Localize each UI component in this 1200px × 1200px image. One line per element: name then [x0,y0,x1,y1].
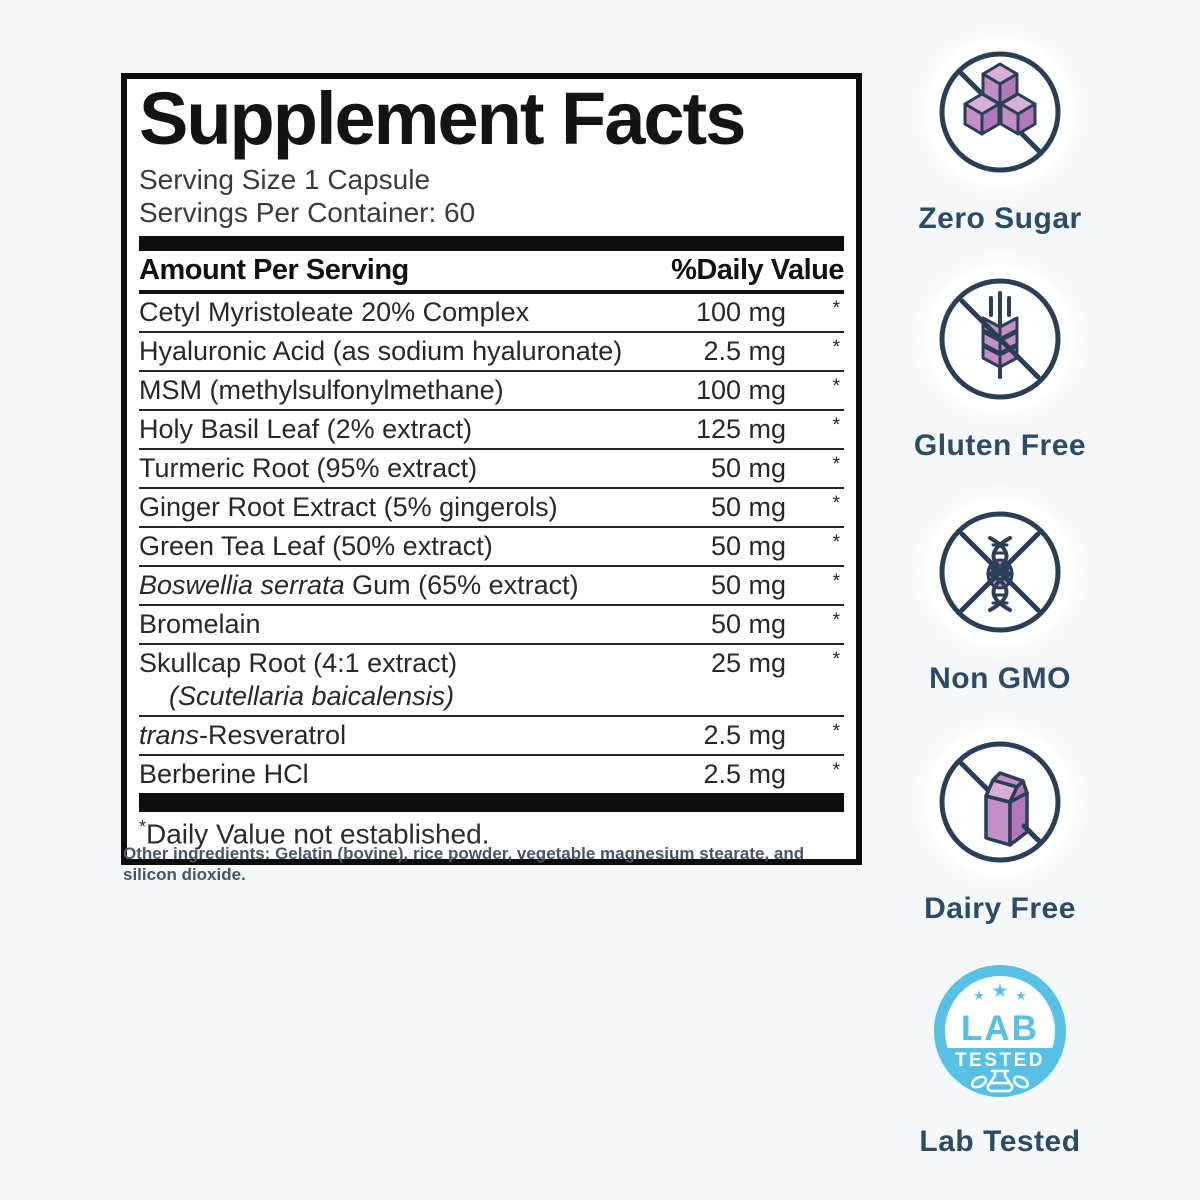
svg-text:LAB: LAB [961,1009,1039,1048]
daily-value-footnote: *Daily Value not established. [139,812,844,852]
servings-per-container: Servings Per Container: 60 [139,197,476,229]
row-name: Cetyl Myristoleate 20% Complex [139,297,530,328]
table-row: Bromelain 50 mg * [139,606,844,646]
badge-lab-tested: ★ ★ ★ LAB TESTED Lab Tested [905,963,1095,1159]
other-ingredients-text: Other ingredients: Gelatin (bovine), ric… [123,844,805,884]
serving-size: Serving Size 1 Capsule [139,164,431,196]
table-row: Boswellia serrata Gum (65% extract) 50 m… [139,567,844,607]
row-dv: * [832,493,840,515]
badge-zero-sugar: Zero Sugar [905,48,1095,236]
badge-gluten-free: Gluten Free [905,275,1095,463]
badge-label-non-gmo: Non GMO [929,662,1071,695]
badge-label-lab-tested: Lab Tested [919,1125,1081,1158]
panel-title: Supplement Facts [139,77,746,160]
table-row: Hyaluronic Acid (as sodium hyaluronate) … [139,333,844,373]
header-amount-per-serving: Amount Per Serving [139,254,409,287]
table-row: Green Tea Leaf (50% extract) 50 mg * [139,528,844,568]
row-amount: 100 mg [695,297,786,328]
svg-text:TESTED: TESTED [955,1050,1045,1071]
row-name: Bromelain [139,609,261,640]
table-row: Ginger Root Extract (5% gingerols) 50 mg… [139,489,844,529]
row-dv: * [832,571,840,593]
badge-label-gluten-free: Gluten Free [913,429,1087,462]
lab-tested-seal-icon: ★ ★ ★ LAB TESTED [932,963,1068,1099]
row-amount: 50 mg [710,570,786,601]
row-amount: 50 mg [710,453,786,484]
row-amount: 2.5 mg [703,759,786,790]
table-row: MSM (methylsulfonylmethane) 100 mg * [139,372,844,412]
table-row: Berberine HCl 2.5 mg * [139,756,844,793]
footnote-text: Daily Value not established. [146,818,490,850]
row-dv: * [832,376,840,398]
badge-non-gmo: Non GMO [905,508,1095,696]
row-amount: 50 mg [710,609,786,640]
serving-block: Serving Size 1 Capsule Servings Per Cont… [139,163,844,229]
table-row: Cetyl Myristoleate 20% Complex 100 mg * [139,294,844,334]
table-row: trans-Resveratrol 2.5 mg * [139,717,844,757]
row-name: Ginger Root Extract (5% gingerols) [139,492,558,523]
row-name: Berberine HCl [139,759,309,790]
row-amount: 25 mg [710,648,786,679]
header-daily-value: %Daily Value [671,254,844,287]
row-dv: * [832,721,840,743]
wheat-icon [936,275,1064,403]
row-dv: * [832,649,840,671]
dna-icon [936,508,1064,636]
row-dv: * [832,532,840,554]
row-amount: 2.5 mg [703,720,786,751]
row-name: Boswellia serrata Gum (65% extract) [139,570,579,601]
row-name: trans-Resveratrol [139,720,347,751]
row-amount: 50 mg [710,531,786,562]
supplement-facts-panel: Supplement Facts Serving Size 1 Capsule … [121,73,862,865]
svg-text:★: ★ [973,989,985,1004]
divider-bar-bottom [139,793,844,813]
row-dv: * [832,337,840,359]
row-amount: 100 mg [695,375,786,406]
row-dv: * [832,415,840,437]
row-dv: * [832,610,840,632]
row-dv: * [832,298,840,320]
sugar-cubes-icon [936,48,1064,176]
svg-text:★: ★ [991,980,1008,1002]
row-name: Green Tea Leaf (50% extract) [139,531,493,562]
row-amount: 2.5 mg [703,336,786,367]
table-row: Turmeric Root (95% extract) 50 mg * [139,450,844,490]
row-name: Hyaluronic Acid (as sodium hyaluronate) [139,336,623,367]
row-name: Turmeric Root (95% extract) [139,453,478,484]
badge-label-zero-sugar: Zero Sugar [918,202,1082,235]
row-dv: * [832,760,840,782]
row-name: MSM (methylsulfonylmethane) [139,375,504,406]
divider-bar-top [139,236,844,252]
row-name: Holy Basil Leaf (2% extract) [139,414,473,445]
svg-text:★: ★ [1015,989,1027,1004]
row-name: Skullcap Root (4:1 extract) (Scutellaria … [139,647,658,713]
row-amount: 125 mg [695,414,786,445]
badge-dairy-free: Dairy Free [905,738,1095,926]
row-amount: 50 mg [710,492,786,523]
milk-carton-icon [936,738,1064,866]
row-dv: * [832,454,840,476]
badge-label-dairy-free: Dairy Free [924,892,1076,925]
table-header: Amount Per Serving %Daily Value [139,251,844,295]
row-subname: (Scutellaria baicalensis) [169,681,455,712]
facts-rows: Cetyl Myristoleate 20% Complex 100 mg * … [139,294,844,793]
table-row: Holy Basil Leaf (2% extract) 125 mg * [139,411,844,451]
footnote-asterisk: * [139,817,147,838]
table-row: Skullcap Root (4:1 extract) (Scutellaria … [139,645,844,718]
